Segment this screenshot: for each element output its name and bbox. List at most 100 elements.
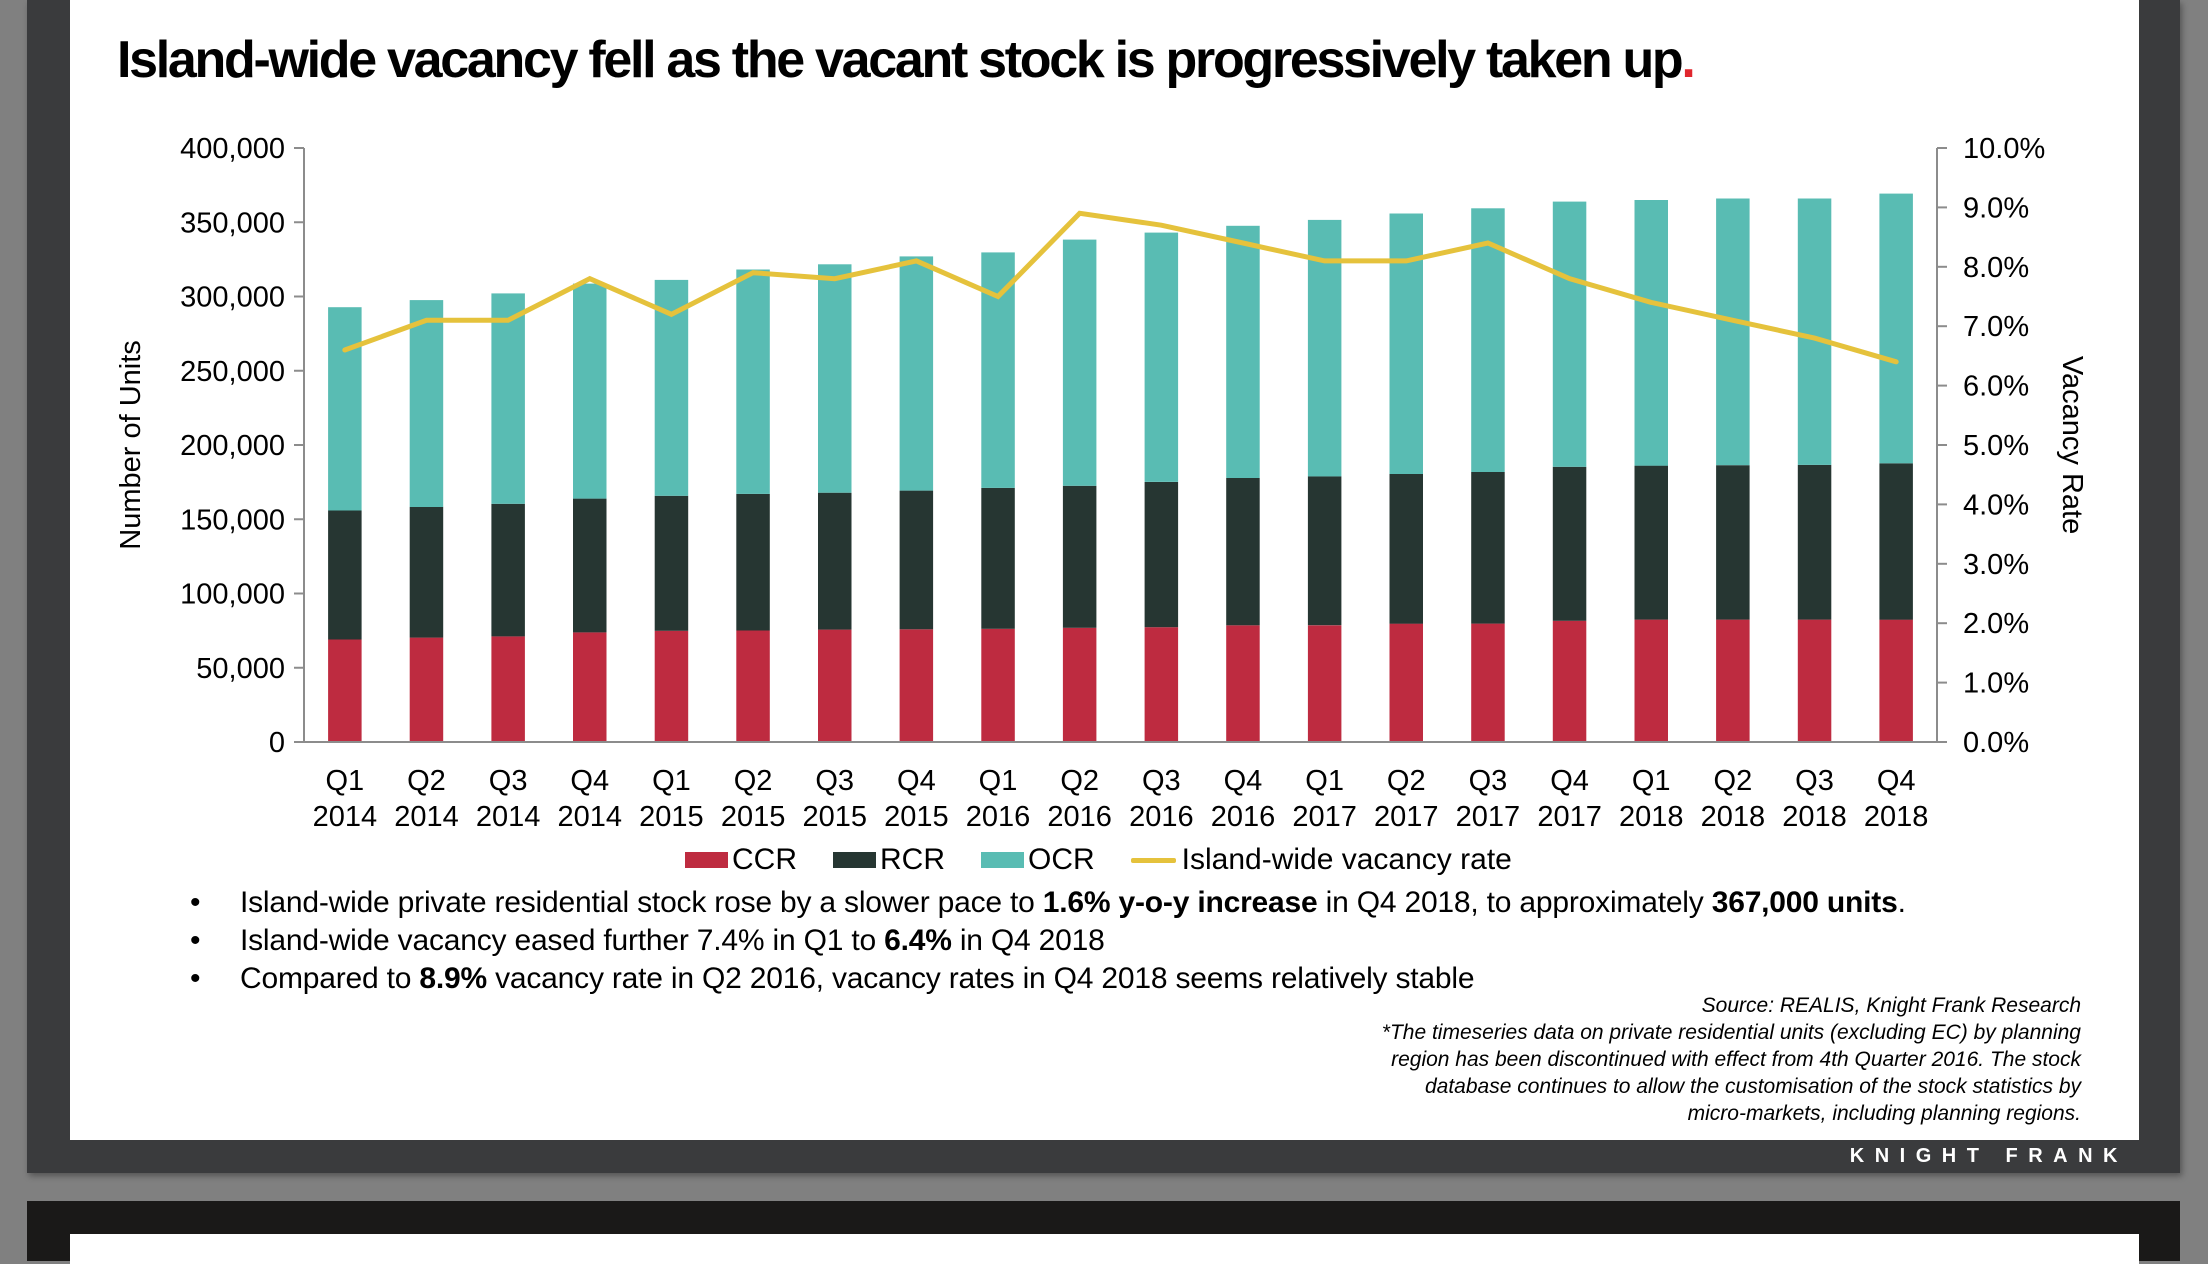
x-tick-label-quarter: Q1 (1305, 765, 1344, 797)
bullet-text: . (1898, 886, 1906, 919)
bar-ccr (1390, 624, 1424, 742)
legend-swatch-ccr (685, 852, 728, 868)
bar-ccr (1635, 620, 1669, 742)
bar-ccr (1471, 624, 1505, 742)
y2-tick-label: 5.0% (1963, 430, 2029, 462)
x-tick-label-quarter: Q3 (815, 765, 854, 797)
y2-tick-label: 0.0% (1963, 727, 2029, 759)
x-tick-label-quarter: Q2 (1387, 765, 1426, 797)
x-tick-label-quarter: Q2 (1714, 765, 1753, 797)
y2-tick-label: 2.0% (1963, 608, 2029, 640)
tick-labels-group: 050,000100,000150,000200,000250,000300,0… (180, 133, 2045, 833)
source-line: Source: REALIS, Knight Frank Research (1181, 992, 2081, 1019)
legend-item-vacancy: Island-wide vacancy rate (1131, 843, 1512, 877)
legend-swatch-rcr (833, 852, 876, 868)
y-tick-label: 250,000 (180, 356, 285, 388)
bullet-text: Compared to (240, 962, 419, 995)
legend-label-ccr: CCR (732, 843, 797, 877)
y-tick-label: 350,000 (180, 207, 285, 239)
y-tick-label: 150,000 (180, 504, 285, 536)
y2-tick-label: 1.0% (1963, 668, 2029, 700)
x-tick-label-year: 2015 (639, 801, 704, 833)
x-tick-label-year: 2015 (802, 801, 867, 833)
bar-ocr (1635, 200, 1669, 466)
legend-item-rcr: RCR (833, 843, 945, 877)
x-tick-label-quarter: Q4 (1224, 765, 1263, 797)
x-tick-label-year: 2016 (1047, 801, 1112, 833)
bar-rcr (1635, 466, 1669, 620)
bar-rcr (1553, 467, 1587, 621)
bar-ocr (1390, 214, 1424, 475)
bullet-icon: • (190, 960, 200, 998)
bar-ccr (573, 632, 607, 742)
x-tick-label-quarter: Q3 (1795, 765, 1834, 797)
x-tick-label-year: 2014 (313, 801, 378, 833)
bar-rcr (736, 494, 770, 631)
x-tick-label-quarter: Q1 (979, 765, 1018, 797)
bar-rcr (1879, 463, 1913, 619)
bullet-text: in Q4 2018, to approximately (1317, 886, 1711, 919)
x-tick-label-quarter: Q4 (1550, 765, 1589, 797)
x-tick-label-quarter: Q2 (1060, 765, 1099, 797)
bar-ocr (1145, 233, 1179, 482)
x-tick-label-quarter: Q2 (407, 765, 446, 797)
y2-tick-label: 4.0% (1963, 489, 2029, 521)
y-tick-label: 300,000 (180, 282, 285, 314)
y2-tick-label: 3.0% (1963, 549, 2029, 581)
x-tick-label-year: 2016 (966, 801, 1031, 833)
y2-tick-label: 8.0% (1963, 252, 2029, 284)
bar-ccr (1308, 625, 1342, 742)
bar-ccr (1553, 621, 1587, 742)
x-tick-label-quarter: Q3 (489, 765, 528, 797)
bar-ocr (736, 270, 770, 494)
bar-ocr (900, 256, 934, 490)
bar-ocr (1063, 240, 1097, 486)
bar-series-group (328, 194, 1913, 742)
bar-ccr (1145, 627, 1179, 742)
bar-ocr (1553, 202, 1587, 467)
bar-rcr (1390, 474, 1424, 624)
legend-label-ocr: OCR (1028, 843, 1095, 877)
x-tick-label-quarter: Q3 (1142, 765, 1181, 797)
bar-rcr (573, 499, 607, 633)
bar-ocr (1716, 199, 1750, 466)
bullet-icon: • (190, 922, 200, 960)
legend-swatch-ocr (981, 852, 1024, 868)
x-tick-label-year: 2017 (1537, 801, 1602, 833)
bullet-text: vacancy rate in Q2 2016, vacancy rates i… (487, 962, 1474, 995)
x-tick-label-quarter: Q4 (1877, 765, 1916, 797)
x-tick-label-year: 2014 (394, 801, 459, 833)
bar-ccr (491, 636, 525, 742)
bar-ocr (1226, 226, 1260, 478)
bar-rcr (491, 504, 525, 637)
bullet-icon: • (190, 884, 200, 922)
x-tick-label-year: 2014 (558, 801, 623, 833)
footnote-line: *The timeseries data on private resident… (1181, 1019, 2081, 1046)
y2-tick-label: 7.0% (1963, 311, 2029, 343)
bar-ccr (1798, 620, 1832, 742)
x-tick-label-quarter: Q3 (1469, 765, 1508, 797)
x-tick-label-quarter: Q1 (1632, 765, 1671, 797)
bullet-item: •Island-wide private residential stock r… (118, 884, 1906, 922)
bullet-highlight: 6.4% (884, 924, 952, 957)
brand-footer: KNIGHT FRANK (1850, 1145, 2128, 1168)
bar-ocr (1879, 194, 1913, 464)
source-note: Source: REALIS, Knight Frank Research*Th… (1181, 992, 2081, 1127)
bar-rcr (981, 488, 1015, 629)
bar-ocr (818, 264, 852, 492)
bar-rcr (655, 496, 689, 631)
x-tick-label-year: 2014 (476, 801, 541, 833)
bullet-text: Island-wide vacancy eased further 7.4% i… (240, 924, 884, 957)
legend-label-rcr: RCR (880, 843, 945, 877)
key-points-list: •Island-wide private residential stock r… (118, 884, 1906, 998)
y-tick-label: 400,000 (180, 133, 285, 165)
bar-ocr (328, 307, 362, 510)
bullet-highlight: 8.9% (419, 962, 487, 995)
bar-rcr (818, 493, 852, 630)
bar-ccr (981, 629, 1015, 742)
y-axis-title: Number of Units (115, 340, 147, 550)
bar-rcr (328, 511, 362, 640)
bullet-item: • Island-wide vacancy eased further 7.4% … (118, 922, 1906, 960)
y-tick-label: 100,000 (180, 579, 285, 611)
bar-ccr (818, 630, 852, 742)
